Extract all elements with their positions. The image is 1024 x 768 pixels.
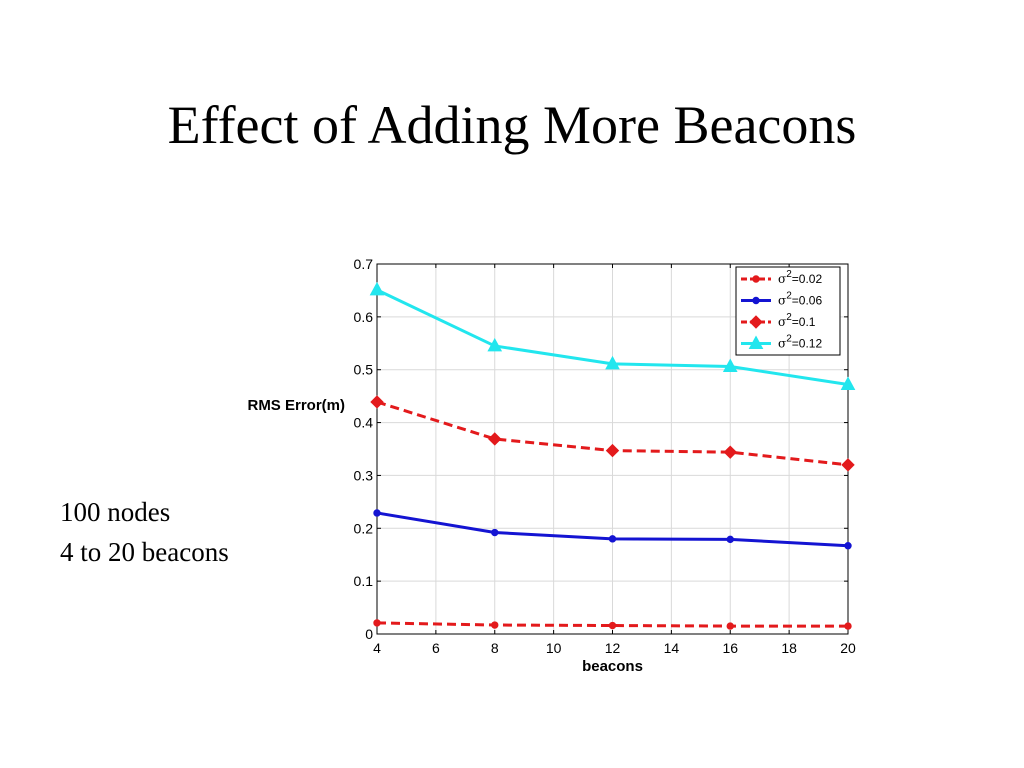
series-line — [376, 621, 848, 628]
series-0 — [373, 619, 852, 630]
point-marker — [752, 296, 760, 305]
series-3 — [369, 281, 856, 391]
x-tick-label: 4 — [373, 640, 381, 656]
diamond-marker — [749, 315, 763, 329]
point-marker — [608, 535, 617, 543]
diamond-marker — [488, 432, 502, 446]
y-axis-label: RMS Error(m) — [247, 397, 345, 414]
legend-value: =0.12 — [792, 337, 823, 351]
legend-exponent: 2 — [786, 334, 792, 345]
legend-item: σ2=0.1 — [741, 312, 816, 329]
y-tick-label: 0.4 — [354, 415, 374, 431]
legend-item: σ2=0.02 — [741, 269, 822, 286]
y-tick-label: 0 — [365, 626, 373, 642]
legend-item: σ2=0.06 — [741, 291, 822, 308]
point-marker — [726, 622, 734, 630]
point-marker — [726, 535, 734, 544]
triangle-marker — [722, 358, 738, 373]
legend-exponent: 2 — [786, 312, 792, 323]
point-marker — [752, 275, 760, 283]
point-marker — [491, 621, 499, 629]
point-marker — [373, 619, 381, 627]
y-tick-label: 0.1 — [354, 573, 374, 589]
point-marker — [608, 621, 617, 630]
series-2 — [370, 395, 855, 472]
diamond-marker — [841, 458, 855, 472]
x-tick-label: 6 — [432, 640, 440, 656]
legend-exponent: 2 — [786, 291, 792, 302]
legend-label: σ2=0.02 — [778, 269, 822, 286]
diamond-marker — [723, 445, 737, 459]
legend: σ2=0.02 σ2=0.06 σ2=0.1 σ2=0.12 — [735, 266, 841, 356]
x-tick-label: 20 — [840, 640, 856, 656]
side-notes: 100 nodes 4 to 20 beacons — [60, 492, 229, 572]
x-tick-label: 14 — [664, 640, 680, 656]
y-tick-label: 0.6 — [354, 309, 374, 325]
point-marker — [844, 622, 852, 630]
legend-exponent: 2 — [786, 269, 792, 280]
triangle-marker — [369, 281, 385, 296]
y-tick-label: 0.2 — [354, 520, 374, 536]
legend-box — [735, 266, 841, 356]
x-tick-label: 8 — [491, 640, 499, 656]
point-marker — [844, 542, 852, 550]
axis-ticks: 4 6 8 10 12 14 16 18 20 0 0.1 0.2 0.3 0.4 0.5 0.6 0.7 — [354, 256, 856, 656]
y-tick-label: 0.3 — [354, 467, 374, 483]
series-layer — [369, 281, 856, 630]
point-marker — [373, 509, 381, 517]
legend-label: σ2=0.1 — [778, 312, 816, 329]
diamond-marker — [370, 395, 384, 409]
triangle-marker — [605, 355, 620, 370]
diamond-marker — [605, 443, 620, 458]
x-tick-label: 12 — [605, 640, 621, 656]
series-1 — [373, 509, 852, 550]
triangle-marker — [487, 337, 503, 352]
legend-label: σ2=0.12 — [778, 334, 822, 351]
point-marker — [491, 528, 499, 537]
slide-title: Effect of Adding More Beacons — [167, 95, 857, 155]
legend-value: =0.02 — [792, 272, 823, 286]
y-tick-label: 0.7 — [354, 256, 374, 272]
note-line-nodes: 100 nodes — [60, 497, 171, 527]
note-line-beacons: 4 to 20 beacons — [60, 537, 229, 567]
legend-label: σ2=0.06 — [778, 291, 822, 308]
triangle-marker — [840, 376, 856, 391]
x-tick-label: 18 — [781, 640, 797, 656]
x-axis-label: beacons — [582, 658, 643, 675]
x-tick-label: 16 — [722, 640, 738, 656]
legend-value: =0.06 — [792, 294, 823, 308]
legend-value: =0.1 — [792, 315, 816, 329]
x-tick-label: 10 — [546, 640, 562, 656]
y-tick-label: 0.5 — [354, 362, 374, 378]
triangle-marker — [748, 335, 764, 349]
legend-item: σ2=0.12 — [741, 334, 822, 351]
